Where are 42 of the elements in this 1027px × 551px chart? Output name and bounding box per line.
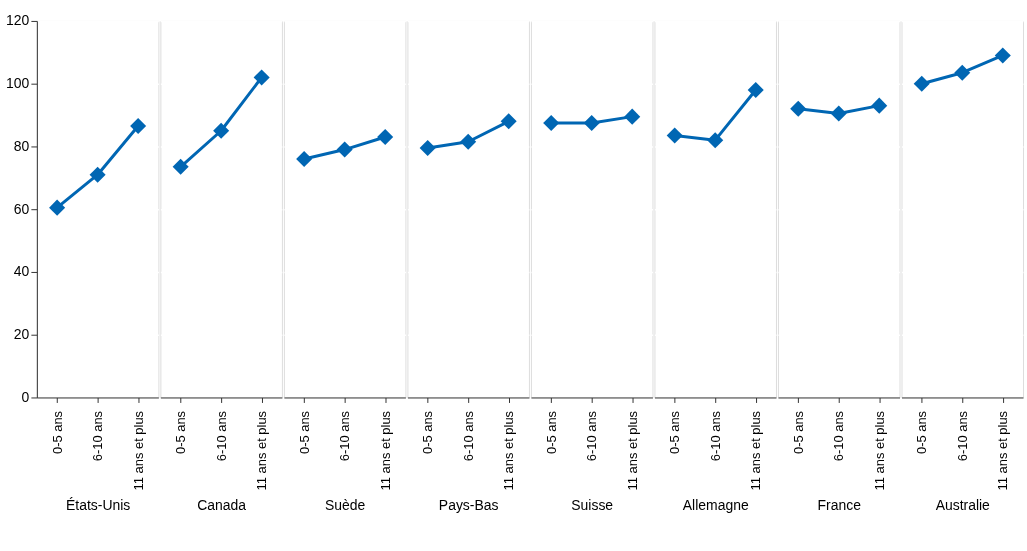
y-tick-label: 40	[13, 263, 30, 280]
y-tick-label: 120	[6, 12, 30, 29]
point	[89, 166, 106, 183]
point	[130, 118, 147, 135]
x-axis-title: Pays-Bas	[438, 496, 499, 513]
x-tick-label: 6-10 ans	[584, 410, 600, 462]
x-tick-label: 0-5 ans	[420, 410, 436, 455]
x-tick-label: 11 ans et plus	[501, 410, 517, 491]
x-tick-label: 0-5 ans	[667, 410, 683, 455]
x-tick-label: 11 ans et plus	[995, 410, 1011, 491]
x-axis-title: Allemagne	[682, 496, 749, 513]
y-tick-label: 80	[13, 137, 30, 154]
x-axis-title: Suisse	[571, 496, 614, 513]
x-tick-label: 0-5 ans	[543, 410, 559, 455]
y-tick-label: 100	[6, 75, 30, 92]
x-tick-label: 0-5 ans	[296, 410, 312, 455]
x-axis-title: Australie	[935, 496, 991, 513]
x-tick-label: 0-5 ans	[790, 410, 806, 455]
x-tick-label: 11 ans et plus	[624, 410, 640, 491]
x-tick-label: 11 ans et plus	[871, 410, 887, 491]
x-tick-label: 11 ans et plus	[254, 410, 270, 491]
x-tick-label: 6-10 ans	[90, 410, 106, 462]
x-tick-label: 11 ans et plus	[748, 410, 764, 491]
x-axis-title: Canada	[197, 496, 247, 513]
x-axis-title: France	[817, 496, 862, 513]
x-tick-label: 6-10 ans	[954, 410, 970, 462]
x-axis-title: Suède	[325, 496, 366, 513]
x-axis-title: États-Unis	[65, 496, 131, 513]
x-tick-label: 11 ans et plus	[377, 410, 393, 491]
x-tick-label: 11 ans et plus	[130, 410, 146, 491]
x-tick-label: 0-5 ans	[173, 410, 189, 455]
x-tick-label: 6-10 ans	[831, 410, 847, 462]
x-tick-label: 0-5 ans	[914, 410, 930, 455]
x-tick-label: 6-10 ans	[460, 410, 476, 462]
y-tick-label: 60	[13, 200, 30, 217]
point	[49, 199, 66, 216]
x-tick-label: 6-10 ans	[707, 410, 723, 462]
x-tick-label: 6-10 ans	[213, 410, 229, 462]
x-tick-label: 0-5 ans	[49, 410, 65, 455]
x-tick-label: 6-10 ans	[337, 410, 353, 462]
y-tick-label: 0	[21, 388, 30, 405]
y-tick-label: 20	[13, 326, 30, 343]
